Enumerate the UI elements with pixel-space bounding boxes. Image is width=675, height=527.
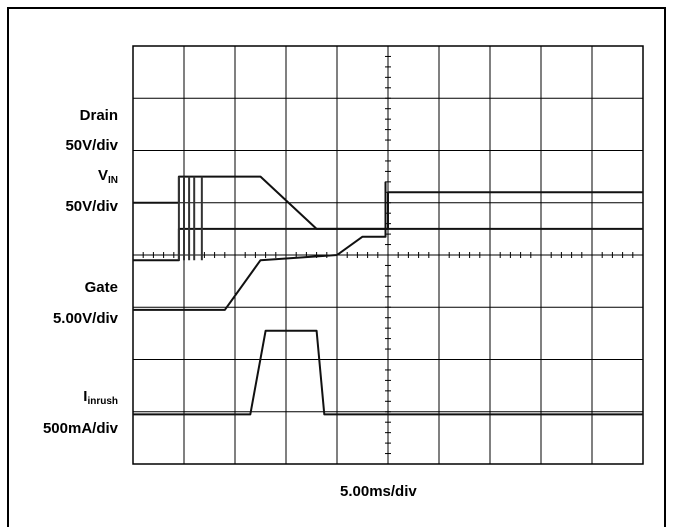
- grid: [132, 45, 644, 465]
- drain-scale-label: 50V/div: [65, 137, 118, 154]
- gate-scale-label: 5.00V/div: [52, 310, 118, 327]
- figure-frame: [7, 7, 666, 527]
- inrush-label: Iinrush: [83, 388, 118, 408]
- drain-label: Drain: [79, 107, 118, 124]
- vin-scale-label: 50V/div: [65, 198, 118, 215]
- trace-v-in: [133, 191, 643, 262]
- gate-label: Gate: [84, 279, 118, 296]
- trace-gate: [133, 181, 387, 311]
- vin-label: VIN: [97, 167, 118, 187]
- trace-i-inrush: [133, 329, 643, 416]
- traces: [133, 175, 643, 416]
- time-scale-label: 5.00ms/div: [340, 483, 417, 500]
- inrush-scale-label: 500mA/div: [42, 420, 118, 437]
